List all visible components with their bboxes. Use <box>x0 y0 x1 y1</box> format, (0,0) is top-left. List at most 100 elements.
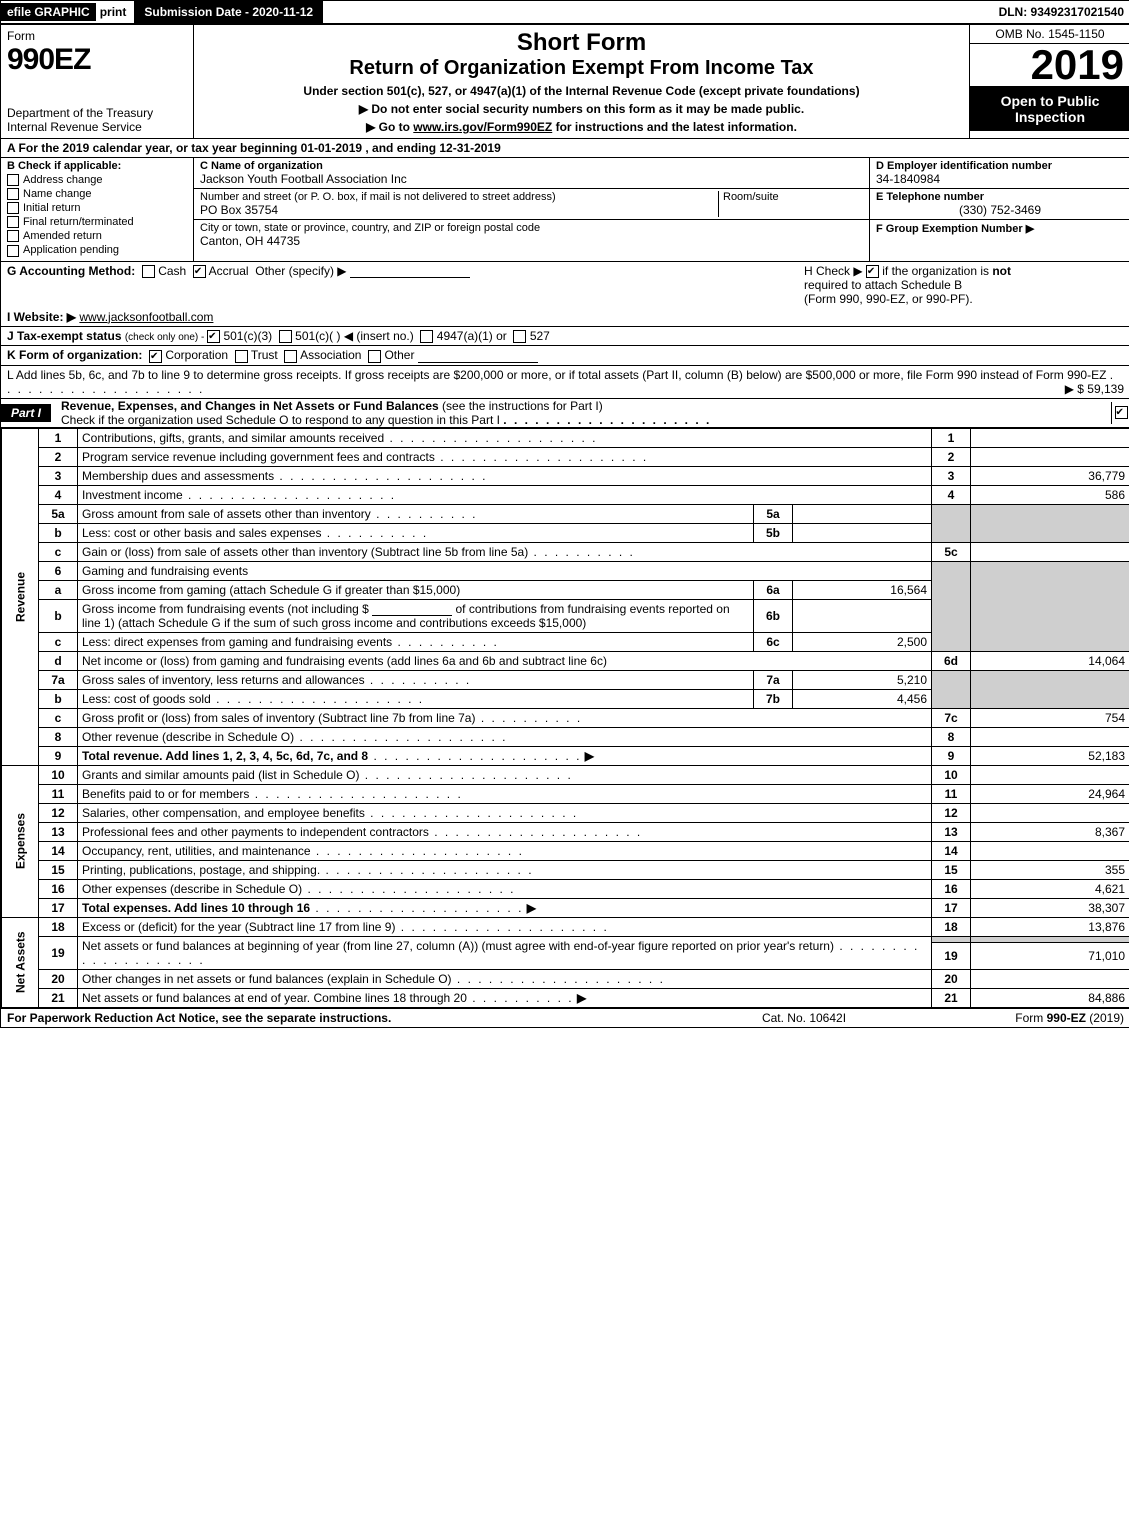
chk-address-change[interactable]: Address change <box>7 174 187 186</box>
chk-corporation[interactable] <box>149 350 162 363</box>
form-title: Return of Organization Exempt From Incom… <box>202 57 961 80</box>
h-text1: H Check ▶ <box>804 264 863 278</box>
form-subtitle-1: Under section 501(c), 527, or 4947(a)(1)… <box>202 84 961 98</box>
line-3-row: 3 Membership dues and assessments 3 36,7… <box>2 466 1129 485</box>
chk-amended-return[interactable]: Amended return <box>7 230 187 242</box>
dept-line1: Department of the Treasury <box>7 106 187 120</box>
h-text3: required to attach Schedule B <box>804 278 962 292</box>
line-10-row: Expenses 10 Grants and similar amounts p… <box>2 765 1129 784</box>
org-address: PO Box 35754 <box>200 203 714 217</box>
chk-name-change[interactable]: Name change <box>7 188 187 200</box>
page-footer: For Paperwork Reduction Act Notice, see … <box>1 1008 1129 1027</box>
line-7a-row: 7a Gross sales of inventory, less return… <box>2 670 1129 689</box>
part-i-tag: Part I <box>1 404 51 422</box>
line-11-row: 11 Benefits paid to or for members 11 24… <box>2 784 1129 803</box>
g-label: G Accounting Method: <box>7 264 135 278</box>
b-label: B Check if applicable: <box>7 160 187 172</box>
line-12-amount <box>971 803 1129 822</box>
line-6c-amount: 2,500 <box>793 632 932 651</box>
chk-501c[interactable] <box>279 330 292 343</box>
line-5a-amount <box>793 504 932 523</box>
line-1-amount <box>971 428 1129 447</box>
i-label: I Website: ▶ <box>7 310 76 324</box>
chk-final-return[interactable]: Final return/terminated <box>7 216 187 228</box>
line-5c-row: c Gain or (loss) from sale of assets oth… <box>2 542 1129 561</box>
chk-527[interactable] <box>513 330 526 343</box>
line-11-amount: 24,964 <box>971 784 1129 803</box>
chk-501c3[interactable] <box>207 330 220 343</box>
goto-post: for instructions and the latest informat… <box>552 120 797 134</box>
irs-link[interactable]: www.irs.gov/Form990EZ <box>413 120 552 134</box>
line-6-row: 6 Gaming and fundraising events <box>2 561 1129 580</box>
chk-4947[interactable] <box>420 330 433 343</box>
line-19-row-a: 19 Net assets or fund balances at beginn… <box>2 936 1129 943</box>
chk-association[interactable] <box>284 350 297 363</box>
print-label[interactable]: print <box>100 5 127 19</box>
line-13-row: 13 Professional fees and other payments … <box>2 822 1129 841</box>
chk-trust[interactable] <box>235 350 248 363</box>
other-method-input[interactable] <box>350 265 470 278</box>
chk-accrual[interactable] <box>193 265 206 278</box>
revenue-side-label: Revenue <box>2 428 39 765</box>
other-org-input[interactable] <box>418 350 538 363</box>
department-label: Department of the Treasury Internal Reve… <box>7 106 187 134</box>
net-assets-side-label: Net Assets <box>2 917 39 1007</box>
entity-block: B Check if applicable: Address change Na… <box>1 158 1129 262</box>
chk-other-org[interactable] <box>368 350 381 363</box>
line-18-row: Net Assets 18 Excess or (deficit) for th… <box>2 917 1129 936</box>
c-label: C Name of organization <box>200 160 863 172</box>
form-page: efile GRAPHIC print Submission Date - 20… <box>0 0 1129 1028</box>
line-10-amount <box>971 765 1129 784</box>
form-word: Form <box>7 29 187 43</box>
line-6a-amount: 16,564 <box>793 580 932 599</box>
f-label: F Group Exemption Number ▶ <box>876 222 1124 235</box>
line-1-row: Revenue 1 Contributions, gifts, grants, … <box>2 428 1129 447</box>
line-16-amount: 4,621 <box>971 879 1129 898</box>
goto-pre: ▶ Go to <box>366 120 413 134</box>
expenses-side-label: Expenses <box>2 765 39 917</box>
l-amount: ▶ $ 59,139 <box>1065 382 1124 396</box>
website-value[interactable]: www.jacksonfootball.com <box>79 310 213 324</box>
line-17-amount: 38,307 <box>971 898 1129 917</box>
chk-application-pending[interactable]: Application pending <box>7 244 187 256</box>
line-7c-row: c Gross profit or (loss) from sales of i… <box>2 708 1129 727</box>
header-right: OMB No. 1545-1150 2019 Open to Public In… <box>969 25 1129 138</box>
chk-initial-return[interactable]: Initial return <box>7 202 187 214</box>
chk-schedule-o-used[interactable] <box>1115 406 1128 419</box>
part-i-header: Part I Revenue, Expenses, and Changes in… <box>1 399 1129 428</box>
short-form-title: Short Form <box>202 29 961 57</box>
form-subtitle-3: ▶ Go to www.irs.gov/Form990EZ for instru… <box>202 120 961 134</box>
chk-cash[interactable] <box>142 265 155 278</box>
line-20-row: 20 Other changes in net assets or fund b… <box>2 969 1129 988</box>
section-c-name-address: C Name of organization Jackson Youth Foo… <box>194 158 869 261</box>
line-8-amount <box>971 727 1129 746</box>
h-text4: (Form 990, 990-EZ, or 990-PF). <box>804 292 973 306</box>
org-city-state-zip: Canton, OH 44735 <box>200 234 863 248</box>
e-label: E Telephone number <box>876 191 1124 203</box>
line-9-amount: 52,183 <box>971 746 1129 765</box>
header-middle: Short Form Return of Organization Exempt… <box>194 25 969 138</box>
row-k-form-of-org: K Form of organization: Corporation Trus… <box>1 346 1129 365</box>
k-label: K Form of organization: <box>7 348 142 362</box>
org-name: Jackson Youth Football Association Inc <box>200 172 863 186</box>
h-text2: if the organization is <box>882 264 992 278</box>
line-15-row: 15 Printing, publications, postage, and … <box>2 860 1129 879</box>
line-18-amount: 13,876 <box>971 917 1129 936</box>
top-bar: efile GRAPHIC print Submission Date - 20… <box>1 1 1129 25</box>
telephone-value: (330) 752-3469 <box>876 203 1124 217</box>
row-g-h: G Accounting Method: Cash Accrual Other … <box>1 262 1129 308</box>
chk-schedule-b-not-required[interactable] <box>866 265 879 278</box>
line-20-amount <box>971 969 1129 988</box>
line-4-row: 4 Investment income 4 586 <box>2 485 1129 504</box>
line-6b-contrib-input[interactable] <box>372 603 452 616</box>
addr-label: Number and street (or P. O. box, if mail… <box>200 191 714 203</box>
line-6d-row: d Net income or (loss) from gaming and f… <box>2 651 1129 670</box>
tax-year: 2019 <box>970 44 1129 87</box>
room-suite-label: Room/suite <box>719 191 863 217</box>
section-b-checkboxes: B Check if applicable: Address change Na… <box>1 158 194 261</box>
line-6d-amount: 14,064 <box>971 651 1129 670</box>
form-footer-id: Form 990-EZ (2019) <box>904 1011 1124 1025</box>
line-21-amount: 84,886 <box>971 988 1129 1007</box>
d-label: D Employer identification number <box>876 160 1124 172</box>
dln-label: DLN: 93492317021540 <box>993 3 1129 21</box>
